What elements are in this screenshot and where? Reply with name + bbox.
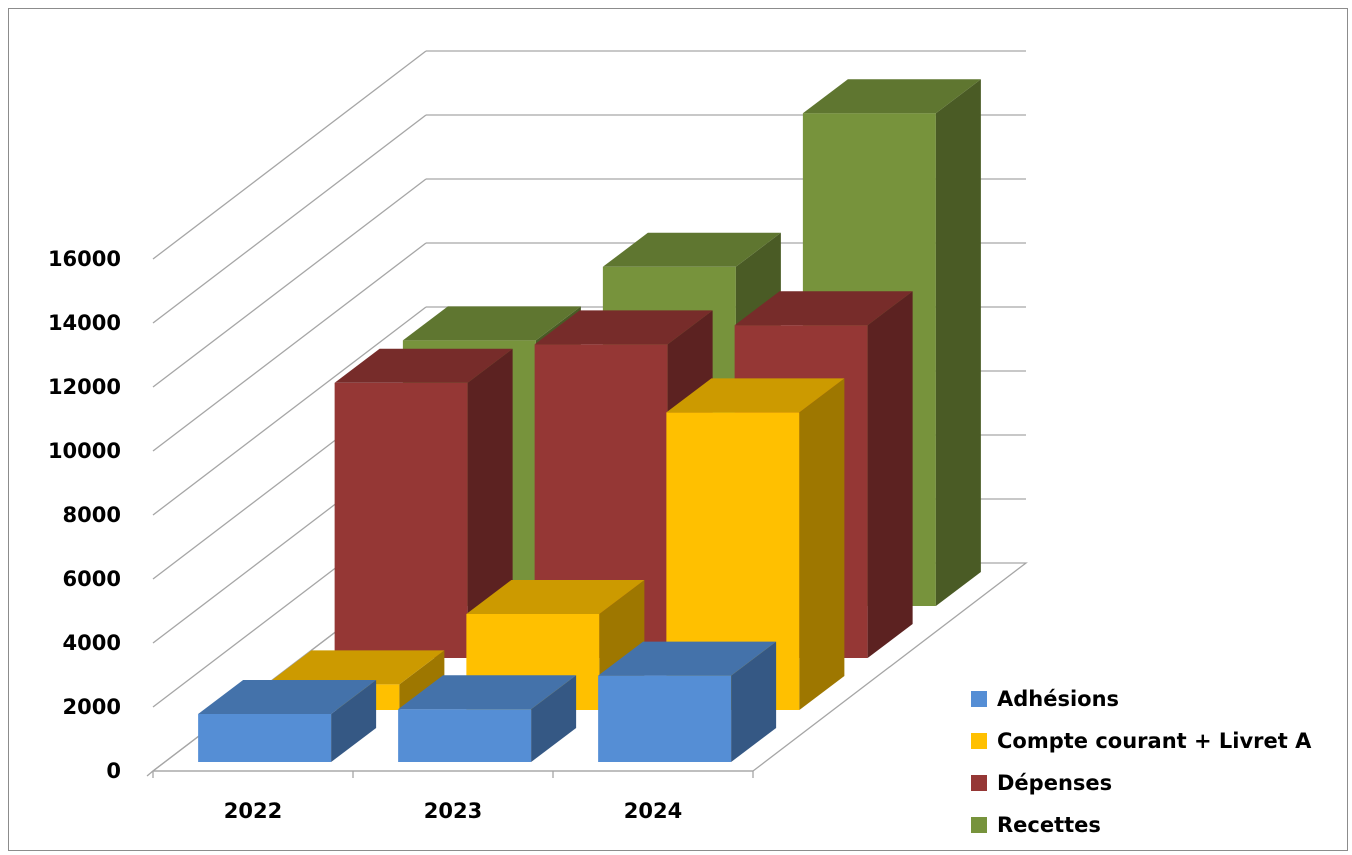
bar-depenses-2022 [334,348,513,658]
x-tick-label: 2022 [224,799,282,823]
bar-top-adhesions-2023 [398,675,577,710]
bar-top-depenses-2023 [534,310,713,345]
y-axis-tick [146,770,154,777]
legend-label: Recettes [997,813,1101,837]
legend-label: Compte courant + Livret A [997,729,1312,753]
bar-side-compte-courant-livret-a-2022 [399,650,445,710]
y-tick-label: 8000 [63,503,121,527]
gridline-side-14000 [152,114,427,324]
bar-top-compte-courant-livret-a-2022 [266,650,445,685]
bar-front-adhesions-2023 [398,709,532,762]
gridline-side-16000 [152,50,427,260]
bar-side-depenses-2022 [467,348,513,658]
y-tick-label: 0 [106,759,121,783]
y-tick-label: 4000 [63,631,121,655]
gridline-side-8000 [152,306,427,516]
y-tick-label: 6000 [63,567,121,591]
legend-swatch [971,733,987,749]
bar-side-compte-courant-livret-a-2024 [799,378,845,710]
bar-top-depenses-2024 [734,291,913,326]
gridline-side-10000 [152,242,427,452]
y-tick-label: 2000 [63,695,121,719]
bar-front-depenses-2022 [334,382,468,658]
y-tick-label: 10000 [48,439,121,463]
bar-top-compte-courant-livret-a-2024 [666,378,845,413]
y-tick-label: 14000 [48,311,121,335]
legend-swatch [971,775,987,791]
bar-front-adhesions-2024 [598,675,732,762]
bar-top-recettes-2022 [402,306,581,341]
y-tick-label: 16000 [48,247,121,271]
chart-canvas: 0 2000 4000 6000 8000 10000 12000 14000 16000 202… [48,50,1312,837]
bar-top-compte-courant-livret-a-2023 [466,580,645,614]
bar-side-depenses-2024 [867,291,913,658]
x-tick-label: 2023 [424,799,482,823]
bar-side-adhesions-2024 [731,641,777,762]
bar-adhesions-2024 [598,641,777,762]
bar-side-adhesions-2023 [531,675,577,762]
legend-item-compte-courant-livret-a: Compte courant + Livret A [971,729,1312,753]
legend-swatch [971,817,987,833]
bar-top-adhesions-2022 [198,680,377,714]
bar-adhesions-2022 [198,680,377,762]
bar-side-adhesions-2022 [331,680,377,762]
gridline-side-12000 [152,178,427,388]
legend-label: Adhésions [997,687,1119,711]
x-tick-label: 2024 [624,799,682,823]
y-tick-label: 12000 [48,375,121,399]
bar-top-recettes-2023 [602,232,781,267]
chart-frame: 0 2000 4000 6000 8000 10000 12000 14000 16000 202… [8,8,1348,851]
bar-front-adhesions-2022 [198,714,332,762]
legend-label: Dépenses [997,771,1112,795]
bar-top-recettes-2024 [802,79,981,114]
bar-side-recettes-2024 [935,79,981,606]
bar-top-depenses-2022 [334,348,513,383]
legend-swatch [971,691,987,707]
bar-adhesions-2023 [398,675,577,762]
legend-item-recettes: Recettes [971,813,1101,837]
legend-item-adhesions: Adhésions [971,687,1119,711]
legend-item-depenses: Dépenses [971,771,1112,795]
bar-top-adhesions-2024 [598,641,777,676]
